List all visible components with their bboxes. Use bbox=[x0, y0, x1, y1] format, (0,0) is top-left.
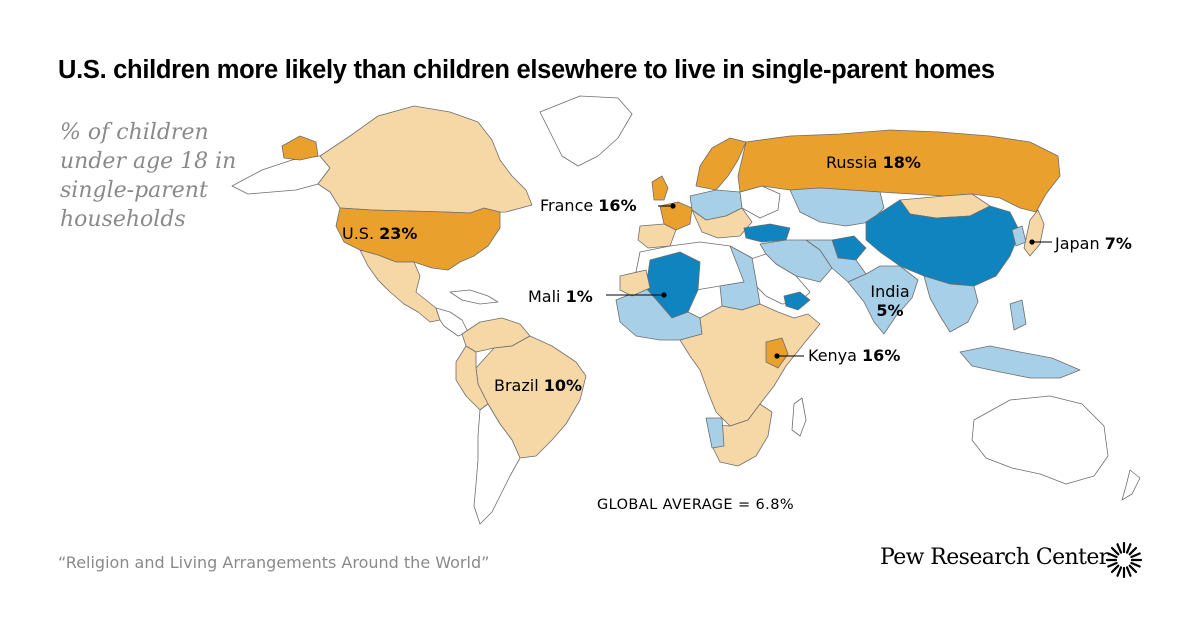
callout-us: U.S. 23% bbox=[342, 224, 417, 243]
region-canada bbox=[317, 105, 533, 214]
region-greenland bbox=[539, 95, 633, 167]
dot-france bbox=[670, 203, 676, 209]
callout-kenya: Kenya 16% bbox=[808, 346, 900, 365]
region-china bbox=[865, 199, 1021, 287]
region-india bbox=[847, 265, 919, 335]
callout-kenya-country: Kenya bbox=[808, 346, 857, 365]
callout-russia-country: Russia bbox=[826, 153, 878, 172]
callout-mali: Mali 1% bbox=[528, 287, 593, 306]
callout-india-value: 5% bbox=[876, 301, 904, 320]
brand-name: Pew Research Center bbox=[880, 545, 1109, 570]
region-kenya bbox=[765, 337, 789, 369]
region-japan bbox=[1023, 209, 1045, 257]
callout-japan-country: Japan bbox=[1055, 234, 1100, 253]
region-russia bbox=[737, 129, 1061, 213]
dot-kenya bbox=[774, 353, 780, 359]
callout-brazil-value: 10% bbox=[543, 376, 583, 395]
callout-russia-value: 18% bbox=[882, 153, 921, 172]
dot-japan bbox=[1029, 239, 1035, 245]
region-new-zealand bbox=[1121, 469, 1141, 501]
callout-us-value: 23% bbox=[379, 224, 418, 243]
global-average: GLOBAL AVERAGE = 6.8% bbox=[597, 497, 794, 513]
callout-france-country: France bbox=[540, 196, 594, 215]
region-namibia bbox=[705, 417, 725, 449]
region-se-asia bbox=[923, 275, 979, 333]
region-caribbean bbox=[449, 289, 499, 305]
pew-logo-icon bbox=[1105, 541, 1143, 579]
callout-mali-value: 1% bbox=[565, 287, 593, 306]
region-australia bbox=[971, 395, 1109, 485]
region-western-sahara bbox=[619, 269, 651, 297]
callout-france: France 16% bbox=[540, 196, 637, 215]
region-central-africa bbox=[679, 303, 821, 427]
page-title: U.S. children more likely than children … bbox=[58, 56, 995, 84]
callout-kenya-value: 16% bbox=[862, 346, 901, 365]
source-note: “Religion and Living Arrangements Around… bbox=[58, 553, 490, 572]
region-madagascar bbox=[791, 397, 807, 437]
callout-india-country: India bbox=[870, 282, 910, 301]
region-balkans-italy bbox=[691, 207, 753, 239]
dot-mali bbox=[661, 292, 667, 298]
region-yemen bbox=[783, 291, 811, 311]
region-philippines bbox=[1009, 299, 1027, 331]
region-indonesia bbox=[959, 345, 1081, 379]
region-alaska-orange bbox=[281, 135, 319, 161]
callout-india: India 5% bbox=[868, 282, 912, 320]
callout-brazil: Brazil 10% bbox=[494, 376, 582, 395]
region-uk bbox=[651, 175, 669, 201]
region-southern-cone bbox=[473, 403, 521, 525]
callout-france-value: 16% bbox=[598, 196, 637, 215]
callout-russia: Russia 18% bbox=[826, 153, 921, 172]
callout-japan-value: 7% bbox=[1104, 234, 1132, 253]
callout-mali-country: Mali bbox=[528, 287, 561, 306]
callout-japan: Japan 7% bbox=[1055, 234, 1132, 253]
callout-us-country: U.S. bbox=[342, 224, 375, 243]
region-southern-africa bbox=[707, 403, 773, 467]
callout-brazil-country: Brazil bbox=[494, 376, 539, 395]
map-subtitle: % of children under age 18 in single-par… bbox=[60, 120, 237, 232]
